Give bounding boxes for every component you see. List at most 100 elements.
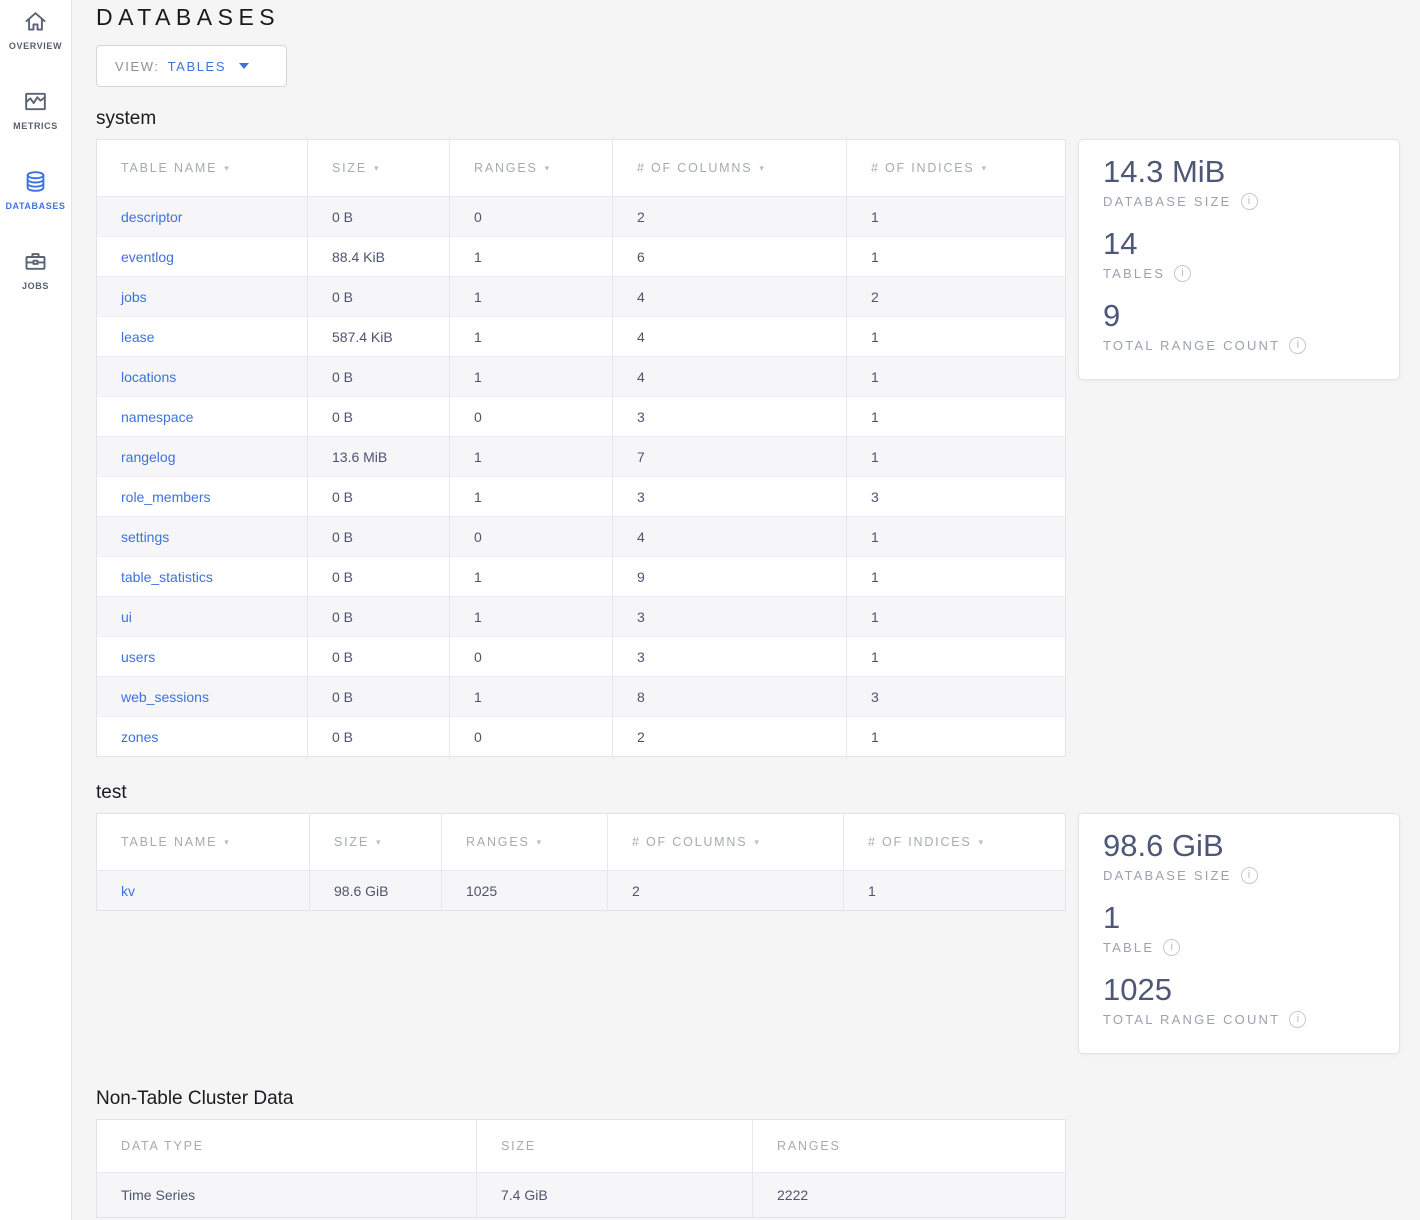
table-name-link[interactable]: table_statistics — [121, 568, 213, 585]
sidebar-item-label: DATABASES — [5, 201, 66, 211]
table-row: lease 587.4 KiB 1 4 1 — [96, 316, 1066, 357]
column-header-of-indices[interactable]: # OF INDICES ▾ — [843, 813, 1066, 871]
table-cell: 3 — [612, 476, 847, 517]
table-name-link[interactable]: descriptor — [121, 208, 183, 225]
table-cell: 1025 — [441, 870, 608, 911]
main-content: DATABASES VIEW: TABLES system TABLE NAME… — [72, 0, 1420, 1218]
section-non-table-cluster-data: Non-Table Cluster Data DATA TYPE SIZE RANG… — [96, 1087, 1420, 1218]
table-cell: lease — [96, 316, 308, 357]
table-cell: 1 — [871, 408, 879, 425]
table-name-link[interactable]: locations — [121, 368, 177, 385]
sidebar-item-databases[interactable]: DATABASES — [0, 168, 71, 211]
table-cell: 1 — [449, 676, 613, 717]
table-cell: 1 — [449, 436, 613, 477]
home-icon — [22, 8, 49, 35]
column-header-size[interactable]: SIZE ▾ — [307, 139, 450, 197]
column-header-of-indices[interactable]: # OF INDICES ▾ — [846, 139, 1066, 197]
column-header-label: # OF INDICES — [871, 161, 975, 175]
table-name-link[interactable]: eventlog — [121, 248, 174, 265]
column-header-ranges[interactable]: RANGES ▾ — [441, 813, 608, 871]
view-dropdown[interactable]: VIEW: TABLES — [96, 45, 287, 87]
info-icon[interactable]: i — [1289, 1011, 1307, 1028]
table-cell: 0 B — [307, 716, 450, 757]
table-name-link[interactable]: web_sessions — [121, 688, 209, 705]
table-cell: locations — [96, 356, 308, 397]
sidebar-item-jobs[interactable]: JOBS — [0, 248, 71, 291]
sidebar-item-overview[interactable]: OVERVIEW — [0, 8, 71, 51]
table-cell: rangelog — [96, 436, 308, 477]
table-name-link[interactable]: kv — [121, 882, 135, 899]
column-header-table-name[interactable]: TABLE NAME ▾ — [96, 139, 308, 197]
column-header-ranges[interactable]: RANGES ▾ — [449, 139, 613, 197]
column-header-label: # OF COLUMNS — [632, 835, 748, 849]
stat-value: 98.6 GiB — [1103, 828, 1224, 863]
table-name-link[interactable]: lease — [121, 328, 155, 345]
test-tables-table: TABLE NAME ▾ SIZE ▾ RANGES ▾ # OF COLUMNS ▾ # OF… — [96, 813, 1066, 911]
sidebar-item-label: OVERVIEW — [8, 41, 63, 51]
table-cell: 1 — [871, 568, 879, 585]
stat-database-size: 14.3 MiB DATABASE SIZE i — [1103, 153, 1375, 210]
table-cell: 2 — [612, 196, 847, 237]
table-cell: 6 — [612, 236, 847, 277]
table-name-link[interactable]: zones — [121, 728, 159, 745]
column-header-of-columns[interactable]: # OF COLUMNS ▾ — [607, 813, 844, 871]
stat-label: DATABASE SIZE — [1103, 194, 1232, 209]
stat-label: TOTAL RANGE COUNT — [1103, 1012, 1281, 1027]
table-cell: 1 — [871, 448, 879, 465]
info-icon[interactable]: i — [1174, 265, 1192, 282]
table-cell: 2 — [607, 870, 844, 911]
stat-label: TABLE — [1103, 940, 1155, 955]
table-name-link[interactable]: users — [121, 648, 156, 665]
info-icon[interactable]: i — [1240, 193, 1258, 210]
info-icon[interactable]: i — [1240, 867, 1258, 884]
sort-caret-icon: ▾ — [978, 837, 985, 847]
table-cell: 0 — [449, 196, 613, 237]
table-cell: 1 — [871, 328, 879, 345]
table-cell: 1 — [449, 316, 613, 357]
table-row: kv 98.6 GiB 1025 2 1 — [96, 870, 1066, 911]
info-icon[interactable]: i — [1289, 337, 1307, 354]
non-table-cluster-data-table: DATA TYPE SIZE RANGES Time Series 7.4 GiB 222… — [96, 1119, 1066, 1218]
info-icon[interactable]: i — [1163, 939, 1181, 956]
table-cell: descriptor — [96, 196, 308, 237]
table-name-link[interactable]: rangelog — [121, 448, 176, 465]
table-cell: 98.6 GiB — [309, 870, 442, 911]
table-cell: namespace — [96, 396, 308, 437]
table-cell: 0 B — [307, 676, 450, 717]
system-tables-table: TABLE NAME ▾ SIZE ▾ RANGES ▾ # OF COLUMNS ▾ # OF… — [96, 139, 1066, 757]
table-cell: 0 B — [307, 396, 450, 437]
table-cell: 4 — [612, 356, 847, 397]
column-header-label: TABLE NAME — [121, 161, 218, 175]
sort-caret-icon: ▾ — [544, 163, 551, 173]
table-cell: web_sessions — [96, 676, 308, 717]
table-cell: kv — [96, 870, 310, 911]
column-header-size: SIZE — [476, 1119, 753, 1173]
sort-caret-icon: ▾ — [224, 163, 231, 173]
table-name-link[interactable]: namespace — [121, 408, 194, 425]
table-cell: 1 — [871, 368, 879, 385]
column-header-label: RANGES — [777, 1139, 841, 1153]
column-header-of-columns[interactable]: # OF COLUMNS ▾ — [612, 139, 847, 197]
sidebar-item-metrics[interactable]: METRICS — [0, 88, 71, 131]
table-cell: 3 — [871, 688, 879, 705]
table-name-link[interactable]: role_members — [121, 488, 211, 505]
table-cell: 13.6 MiB — [307, 436, 450, 477]
metrics-icon — [22, 88, 49, 115]
table-cell: Time Series — [96, 1172, 477, 1218]
database-summary-card: 98.6 GiB DATABASE SIZE i 1 TABLE i 1025 — [1078, 813, 1400, 1054]
table-cell: 1 — [871, 208, 879, 225]
column-header-table-name[interactable]: TABLE NAME ▾ — [96, 813, 310, 871]
table-name-link[interactable]: jobs — [121, 288, 147, 305]
column-header-label: SIZE — [334, 835, 369, 849]
table-name-link[interactable]: ui — [121, 608, 132, 625]
table-name-link[interactable]: settings — [121, 528, 170, 545]
column-header-label: SIZE — [501, 1139, 536, 1153]
stat-range-count: 9 TOTAL RANGE COUNT i — [1103, 297, 1375, 354]
column-header-size[interactable]: SIZE ▾ — [309, 813, 442, 871]
